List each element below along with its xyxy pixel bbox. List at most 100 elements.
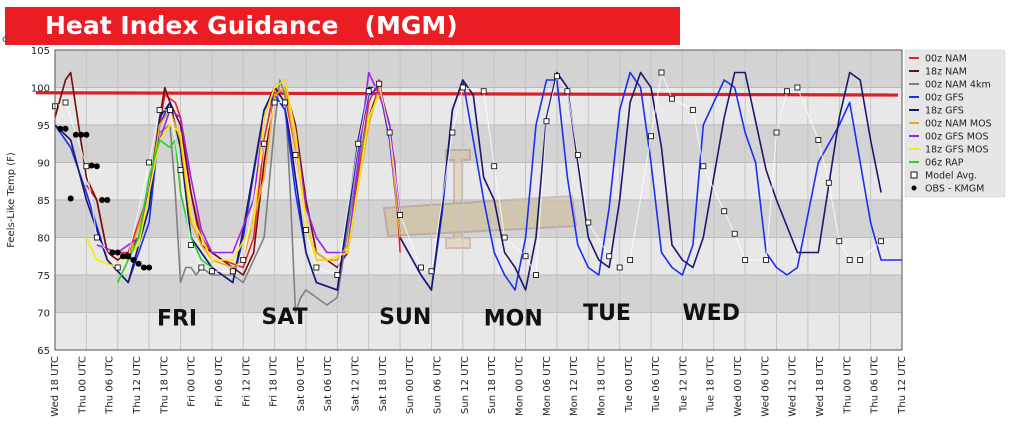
- obs-point: [109, 249, 116, 256]
- model-avg-point: [846, 257, 853, 263]
- x-tick-label: Fri 06 UTC: [214, 356, 225, 407]
- legend-swatch: [910, 171, 918, 179]
- heat-threshold-line: [35, 91, 899, 97]
- series-layer: [54, 70, 902, 314]
- model-avg-point: [62, 99, 69, 106]
- model-avg-point: [271, 99, 278, 106]
- model-avg-point: [731, 230, 738, 237]
- model-avg-point: [376, 80, 383, 87]
- model-avg-point: [700, 163, 707, 170]
- obs-point: [135, 260, 142, 267]
- model-avg-point: [386, 129, 393, 136]
- model-avg-point: [83, 163, 90, 170]
- y-tick-label: 105: [31, 46, 50, 57]
- model-avg-point: [397, 212, 403, 218]
- model-avg-point: [282, 99, 288, 106]
- series-18z-gfs-mos: [85, 79, 380, 269]
- model-avg-point: [878, 238, 884, 245]
- x-tick-label: Wed 18 UTC: [50, 356, 61, 417]
- model-avg-point: [669, 95, 675, 102]
- obs-point: [125, 253, 132, 260]
- x-tick-label: Sat 18 UTC: [378, 356, 389, 411]
- x-tick-label: Wed 06 UTC: [760, 356, 771, 417]
- obs-point: [78, 131, 85, 138]
- x-tick-label: Sat 12 UTC: [351, 356, 362, 411]
- obs-point: [104, 197, 111, 203]
- axes: 65 70 75 80 85 90 95 100 105 Feels-Like Temp (F) W…: [6, 46, 908, 417]
- model-avg-point: [208, 268, 215, 275]
- plot-frame: [54, 49, 903, 351]
- x-tick-label: Fri 18 UTC: [269, 356, 280, 407]
- model-avg-point: [334, 272, 341, 278]
- model-avg-point: [491, 163, 498, 170]
- x-tick-label: Tue 00 UTC: [624, 356, 635, 413]
- legend-label: 00z NAM: [925, 54, 967, 65]
- obs-point: [83, 131, 90, 138]
- obs-point: [130, 257, 137, 263]
- model-avg-point: [836, 238, 843, 245]
- model-avg-point: [501, 234, 508, 241]
- day-labels: FRI SAT SUN MON TUE WED: [157, 301, 740, 331]
- legend-label: 18z GFS MOS: [925, 145, 989, 156]
- x-tick-label: Wed 00 UTC: [733, 356, 744, 417]
- model-avg-point: [146, 159, 153, 166]
- model-avg-point: [825, 179, 832, 186]
- obs-point: [57, 125, 64, 132]
- x-tick-label: Thu 18 UTC: [159, 356, 170, 415]
- x-tick-label: Thu 12 UTC: [897, 356, 908, 415]
- series-06z-rap: [116, 139, 213, 283]
- band-100: [55, 50, 902, 88]
- x-tick-label: Sun 06 UTC: [433, 356, 444, 414]
- x-tick-label: Sun 00 UTC: [405, 356, 416, 414]
- y-tick-label: 85: [37, 196, 50, 207]
- model-avg-point: [428, 268, 435, 275]
- x-tick-label: Mon 18 UTC: [597, 356, 608, 416]
- x-tick-label: Thu 00 UTC: [77, 356, 88, 415]
- model-avg-point: [229, 268, 236, 275]
- day-label-tue: TUE: [583, 301, 631, 326]
- obs-point: [62, 125, 69, 132]
- model-avg-point: [303, 227, 309, 233]
- x-tick-label: Mon 00 UTC: [515, 356, 526, 416]
- x-tick-label: Sun 18 UTC: [487, 356, 498, 414]
- chart-title: Heat Index Guidance (MGM): [45, 11, 458, 40]
- heat-threshold-layer: [35, 91, 899, 97]
- model-avg-point: [198, 264, 205, 271]
- y-tick-label: 75: [37, 271, 50, 282]
- model-avg-point: [616, 264, 623, 271]
- model-avg-point: [627, 257, 634, 263]
- x-tick-label: Fri 12 UTC: [241, 356, 252, 407]
- model-avg-point: [167, 107, 173, 113]
- model-avg-point: [554, 73, 560, 80]
- x-tick-label: Thu 00 UTC: [842, 356, 853, 415]
- x-tick-label: Thu 06 UTC: [105, 356, 116, 415]
- legend: 00z NAM 18z NAM 00z NAM 4km 00z GFS 18z GFS 0…: [904, 49, 1006, 198]
- model-avg-point: [564, 88, 571, 95]
- x-tick-label: Mon 06 UTC: [542, 356, 553, 416]
- x-tick-label: Sat 00 UTC: [296, 356, 307, 411]
- model-avg-point: [480, 88, 487, 95]
- model-avg-point: [355, 140, 362, 147]
- x-tick-label: Sun 12 UTC: [460, 356, 471, 414]
- obs-point: [93, 163, 100, 170]
- title-banner: Heat Index Guidance (MGM): [5, 7, 680, 45]
- model-avg-point: [449, 129, 456, 136]
- legend-box: [904, 49, 1006, 198]
- model-avg-point: [794, 84, 801, 91]
- x-tick-label: Fri 00 UTC: [187, 356, 198, 407]
- model-avg-point: [240, 257, 247, 263]
- day-label-sun: SUN: [379, 305, 431, 330]
- model-avg-point: [261, 140, 268, 147]
- legend-label: 06z RAP: [925, 158, 964, 169]
- legend-label: Model Avg.: [925, 171, 977, 182]
- model-avg-point: [648, 133, 654, 140]
- x-tick-label: Sat 06 UTC: [323, 356, 334, 411]
- band-75: [55, 237, 902, 275]
- model-avg-point: [114, 264, 121, 271]
- model-avg-point: [658, 69, 665, 76]
- model-avg-point: [177, 167, 184, 173]
- legend-label: 00z GFS MOS: [925, 132, 989, 143]
- x-tick-label: Mon 12 UTC: [569, 356, 580, 416]
- legend-label: 00z NAM 4km: [925, 80, 991, 91]
